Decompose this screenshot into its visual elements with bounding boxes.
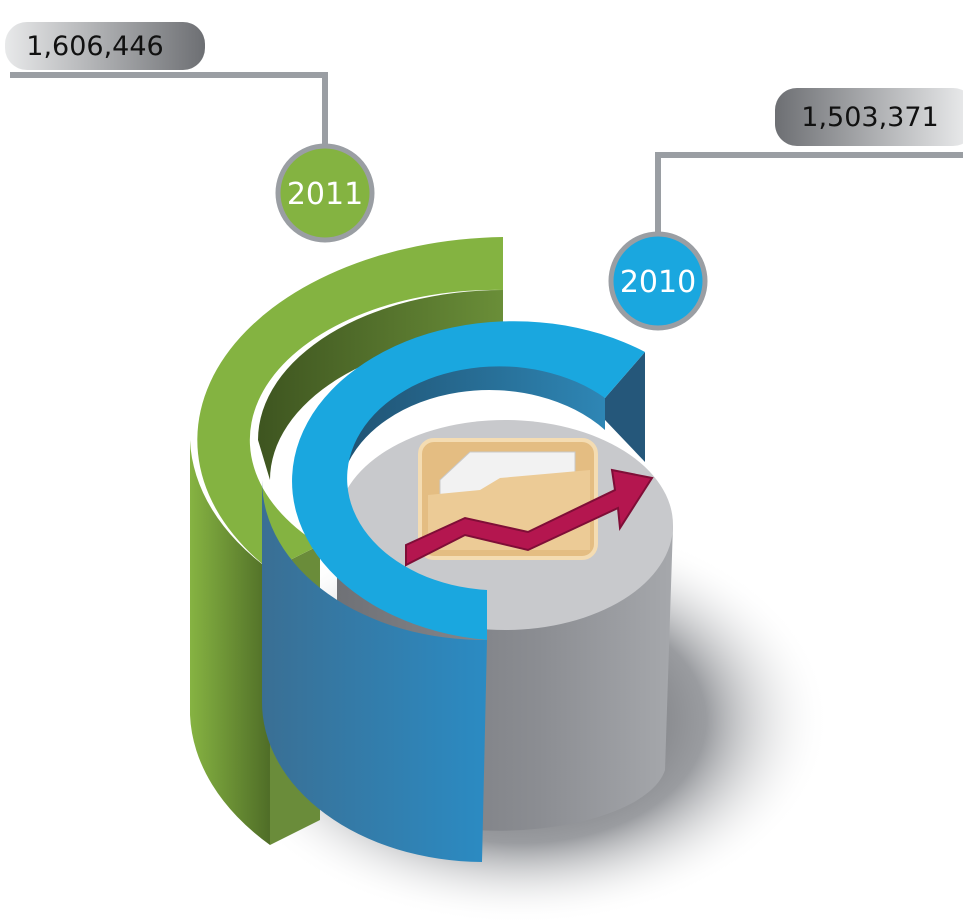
value-label: 1,503,371 [801,102,938,133]
infographic: 1,606,446 2011 1,503,371 2010 [0,0,963,923]
leader-line [658,155,963,234]
year-label: 2010 [620,265,696,300]
leader-line [10,75,325,148]
year-label: 2011 [287,177,363,212]
value-label: 1,606,446 [26,31,163,62]
